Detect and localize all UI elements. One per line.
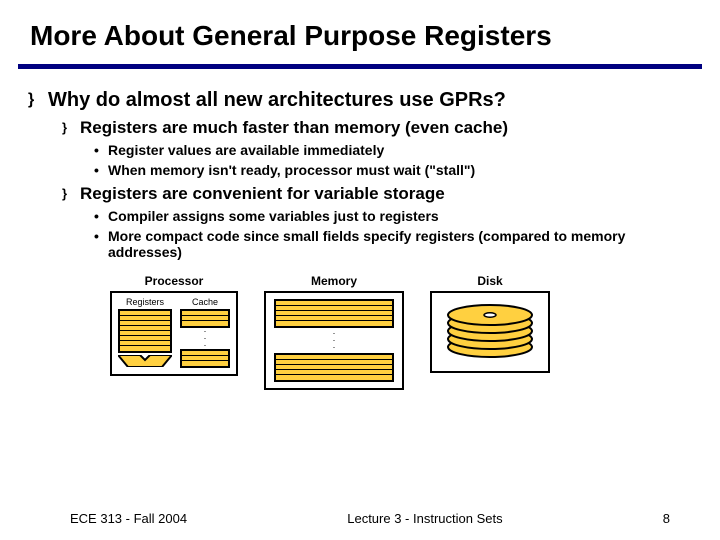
registers-sub: Registers bbox=[118, 297, 172, 367]
processor-box: Processor Registers Cache ··· bbox=[110, 274, 238, 376]
slide-root: More About General Purpose Registers Why… bbox=[0, 0, 720, 540]
bullet-level3: Compiler assigns some variables just to … bbox=[108, 208, 690, 224]
processor-outer: Registers Cache ··· bbox=[110, 291, 238, 376]
footer-left: ECE 313 - Fall 2004 bbox=[70, 511, 187, 526]
cache-sub: Cache ··· bbox=[180, 297, 230, 368]
registers-block bbox=[118, 309, 172, 353]
disk-outer bbox=[430, 291, 550, 373]
processor-label: Processor bbox=[145, 274, 204, 288]
cache-label: Cache bbox=[192, 297, 218, 307]
disk-icon bbox=[440, 301, 540, 363]
memory-outer: ··· bbox=[264, 291, 404, 390]
slide-title: More About General Purpose Registers bbox=[30, 20, 690, 52]
diagram-row: Processor Registers Cache ··· bbox=[110, 274, 690, 390]
footer-center: Lecture 3 - Instruction Sets bbox=[347, 511, 502, 526]
bullet-level3: More compact code since small fields spe… bbox=[108, 228, 690, 260]
ellipsis-icon: ··· bbox=[274, 330, 394, 351]
bullet-level3: Register values are available immediatel… bbox=[108, 142, 690, 158]
memory-bottom-block bbox=[274, 353, 394, 382]
footer-right: 8 bbox=[663, 511, 670, 526]
bullet-level2: Registers are much faster than memory (e… bbox=[80, 118, 690, 138]
ellipsis-icon: ··· bbox=[204, 328, 207, 349]
bullet-level2: Registers are convenient for variable st… bbox=[80, 184, 690, 204]
memory-box: Memory ··· bbox=[264, 274, 404, 390]
registers-label: Registers bbox=[126, 297, 164, 307]
bullet-level1: Why do almost all new architectures use … bbox=[48, 89, 690, 112]
alu-icon bbox=[118, 355, 172, 367]
disk-label: Disk bbox=[477, 274, 502, 288]
title-rule bbox=[18, 64, 702, 69]
footer: ECE 313 - Fall 2004 Lecture 3 - Instruct… bbox=[0, 511, 720, 526]
memory-label: Memory bbox=[311, 274, 357, 288]
memory-top-block bbox=[274, 299, 394, 328]
bullet-level3: When memory isn't ready, processor must … bbox=[108, 162, 690, 178]
disk-box: Disk bbox=[430, 274, 550, 373]
cache-bottom-block bbox=[180, 349, 230, 368]
registers-column bbox=[118, 309, 172, 367]
